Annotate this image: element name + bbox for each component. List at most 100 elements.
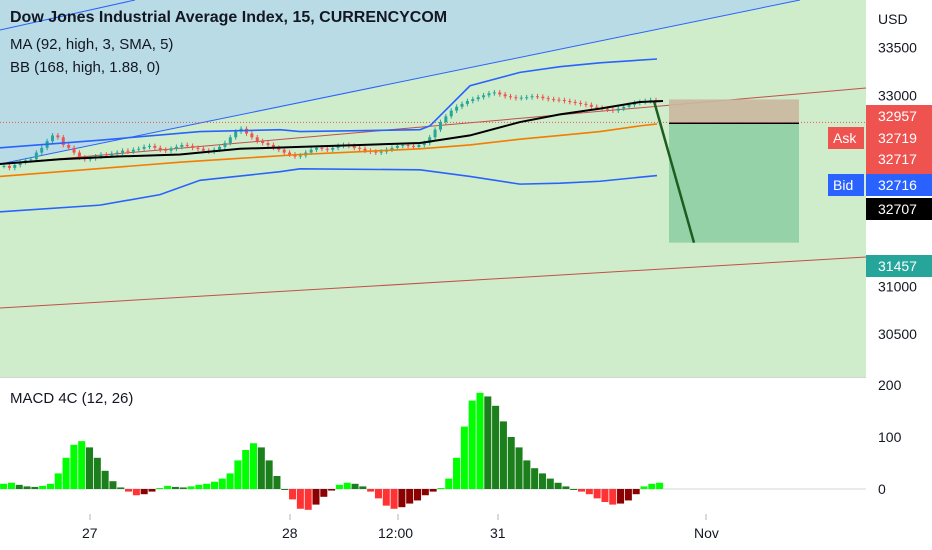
candle (180, 144, 184, 147)
candle (255, 137, 259, 142)
macd-bar (515, 447, 523, 489)
candle (541, 96, 545, 99)
macd-bar (632, 489, 640, 495)
price-tag-value: 32717 (878, 151, 917, 167)
macd-bar (609, 489, 617, 505)
chart-title: Dow Jones Industrial Average Index, 15, … (10, 9, 448, 26)
price-tag-badge (828, 127, 864, 149)
macd-bar (562, 486, 570, 489)
macd-bar (374, 489, 382, 499)
macd-bar (390, 489, 398, 509)
candle (131, 149, 135, 152)
candle (174, 146, 178, 149)
macd-bar (179, 487, 187, 489)
price-tag (866, 174, 932, 196)
candle (525, 97, 529, 99)
macd-bar (468, 400, 476, 489)
candle (121, 150, 125, 153)
price-tag-value: 32707 (878, 201, 917, 217)
macd-bar (156, 487, 164, 489)
candle (201, 148, 205, 151)
macd-bar (406, 489, 414, 504)
candle (358, 147, 362, 149)
candle (568, 101, 572, 103)
candle (530, 96, 534, 98)
lower-trend-line (0, 256, 867, 309)
candle (13, 165, 17, 168)
price-tag-value: 31457 (878, 258, 917, 274)
candle (476, 97, 480, 100)
candle (552, 99, 556, 101)
macd-bar (171, 486, 179, 489)
macd-bar (656, 482, 664, 489)
candle (546, 98, 550, 100)
candle (498, 92, 502, 95)
candle (61, 137, 65, 145)
price-tick-label: 33000 (878, 87, 917, 103)
price-tag-badge (828, 174, 864, 196)
candle (562, 100, 566, 102)
candle (579, 102, 583, 104)
candle (147, 145, 151, 147)
projection-arrow-line (652, 100, 696, 243)
time-tick-label: 31 (490, 525, 506, 541)
candle (465, 101, 469, 104)
macd-bar (445, 478, 453, 489)
macd-bar (570, 489, 578, 490)
ma-legend: MA (92, high, 3, SMA, 5) (10, 36, 174, 53)
candle (438, 122, 442, 130)
macd-bar (15, 484, 23, 489)
macd-bar (125, 489, 133, 492)
price-tag (866, 255, 932, 277)
candle (77, 152, 81, 158)
macd-bar (265, 460, 273, 489)
macd-bar (538, 473, 546, 489)
price-tick-label: 30500 (878, 326, 917, 342)
time-tick-label: 12:00 (378, 525, 413, 541)
macd-bar (86, 447, 94, 489)
macd-tick-label: 100 (878, 429, 902, 445)
macd-bar (617, 489, 625, 504)
candle (142, 146, 146, 149)
macd-bar (523, 460, 531, 489)
bb-upper-line (0, 58, 658, 149)
candle (428, 137, 432, 144)
macd-bar (46, 483, 54, 489)
macd-bar (648, 483, 656, 489)
macd-bar (453, 457, 461, 489)
macd-bar (554, 482, 562, 489)
candle (196, 147, 200, 149)
candle (611, 109, 615, 111)
price-tag-badge-label: Ask (833, 130, 857, 146)
macd-bar (203, 483, 211, 489)
candle (271, 144, 275, 148)
macd-bar (437, 487, 445, 489)
candle (191, 145, 195, 148)
candle (315, 147, 319, 150)
macd-bar (70, 444, 78, 489)
candle (379, 151, 383, 153)
macd-bar (499, 421, 507, 489)
candle (390, 147, 394, 150)
bb-lower-line (0, 168, 658, 213)
candle (616, 108, 620, 111)
candle (288, 152, 292, 155)
macd-tick-label: 0 (878, 481, 886, 497)
macd-bar (54, 473, 62, 489)
candle (460, 103, 464, 107)
candle (449, 110, 453, 117)
macd-bar (132, 489, 140, 496)
candle (589, 104, 593, 107)
macd-bar (109, 481, 117, 489)
ma-line (0, 100, 664, 166)
candle (261, 141, 265, 144)
time-tick-label: Nov (694, 525, 719, 541)
candle (164, 149, 168, 151)
candle (72, 147, 76, 153)
price-tag-value: 32719 (878, 130, 917, 146)
candle (433, 129, 437, 138)
candle (627, 104, 631, 107)
macd-bar (39, 485, 47, 489)
price-tick-label: 33500 (878, 40, 917, 56)
